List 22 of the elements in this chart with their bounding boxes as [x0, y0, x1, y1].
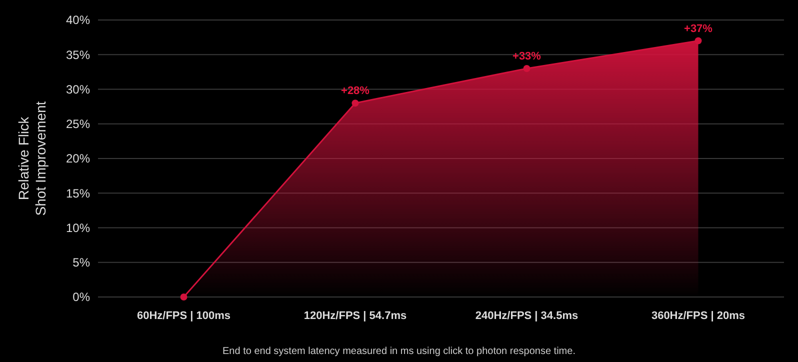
- point: [352, 100, 359, 107]
- y-tick-label: 5%: [72, 256, 90, 270]
- x-tick-label: 360Hz/FPS | 20ms: [651, 310, 746, 322]
- y-tick-label: 35%: [66, 48, 90, 62]
- y-tick-label: 40%: [66, 13, 90, 28]
- y-tick-label: 15%: [66, 186, 90, 200]
- data-label: +28%: [341, 85, 370, 98]
- y-tick-label: 25%: [66, 117, 90, 132]
- point: [523, 64, 530, 72]
- x-tick-label: 240Hz/FPS | 34.5ms: [475, 310, 578, 322]
- y-axis-title: Relative Flick Shot Improvement: [16, 101, 48, 216]
- y-tick-label: 0%: [72, 290, 90, 304]
- x-tick-label: 60Hz/FPS | 100ms: [136, 310, 231, 322]
- data-label: +33%: [512, 50, 542, 62]
- y-tick-label: 10%: [66, 220, 90, 235]
- y-tick-label: 30%: [66, 82, 90, 96]
- text: End to end system latency measured in ms using click to photon response time.: [222, 346, 576, 357]
- x-tick-label: 120Hz/FPS | 54.7ms: [304, 310, 407, 322]
- y-tick-label: 20%: [66, 152, 90, 166]
- point: [180, 294, 188, 300]
- point: [694, 37, 702, 44]
- data-label: +37%: [684, 22, 713, 35]
